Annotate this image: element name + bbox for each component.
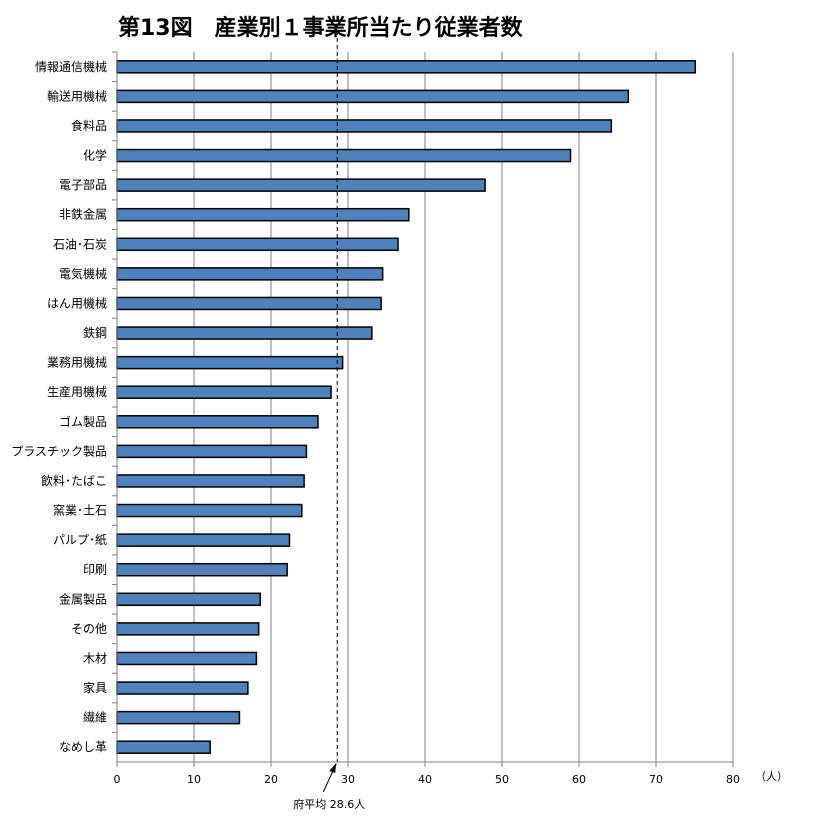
category-label: 業務用機械 — [47, 355, 107, 370]
bar — [116, 60, 697, 74]
x-tick-label: 20 — [264, 773, 278, 786]
category-label: プラスチック製品 — [11, 444, 107, 458]
bar — [116, 326, 373, 340]
category-label: 電子部品 — [59, 177, 107, 192]
bar — [116, 237, 399, 252]
average-label: 府平均 28.6人 — [293, 797, 365, 811]
category-labels: 情報通信機械輸送用機械食料品化学電子部品非鉄金属石油･石炭電気機械はん用機械鉄鋼… — [11, 59, 107, 754]
category-label: なめし革 — [59, 740, 107, 754]
category-label: 生産用機械 — [47, 384, 107, 399]
bar — [116, 148, 572, 163]
bar — [116, 710, 241, 725]
x-unit-label: （人） — [755, 770, 788, 783]
category-label: はん用機械 — [47, 295, 107, 310]
bar — [116, 444, 308, 459]
category-label: 窯業･土石 — [53, 503, 107, 518]
x-tick-label: 80 — [726, 773, 740, 786]
bar — [116, 681, 249, 695]
x-tick-label: 60 — [572, 773, 586, 786]
bars — [116, 60, 697, 754]
average-marker: 府平均 28.6人 — [293, 24, 365, 811]
grid-lines — [193, 52, 734, 762]
bar — [116, 296, 382, 311]
category-label: 石油･石炭 — [53, 237, 107, 251]
category-label: その他 — [71, 622, 107, 636]
x-tick-label: 10 — [187, 773, 201, 786]
x-tick-label: 40 — [418, 773, 432, 786]
category-label: 家具 — [83, 680, 107, 695]
bar — [116, 355, 344, 370]
category-label: 鉄鋼 — [83, 325, 107, 340]
category-label: 印刷 — [83, 563, 107, 577]
bar — [116, 207, 410, 222]
bar — [116, 385, 332, 399]
average-arrow-head — [329, 763, 337, 773]
category-label: 飲料･たばこ — [41, 473, 107, 488]
bar — [116, 89, 630, 104]
category-label: 電気機械 — [59, 266, 107, 281]
bar — [116, 622, 260, 636]
bar — [116, 503, 303, 518]
x-tick-label: 30 — [341, 773, 355, 786]
x-tick-label: 70 — [649, 773, 663, 786]
bar — [116, 592, 261, 607]
bar — [116, 740, 211, 754]
bar — [116, 415, 319, 429]
bar — [116, 562, 288, 577]
category-label: 非鉄金属 — [59, 207, 107, 222]
x-tick-label: 0 — [114, 773, 121, 786]
bar — [116, 267, 384, 281]
bar — [116, 119, 613, 133]
category-label: 木材 — [83, 651, 107, 665]
category-label: 情報通信機械 — [35, 59, 107, 74]
bar — [116, 651, 258, 666]
bar — [116, 533, 291, 547]
bar — [116, 474, 305, 488]
tick-labels: 0 10 20 30 40 50 60 70 80 （人） — [114, 770, 789, 786]
category-label: 化学 — [83, 148, 107, 163]
category-label: 繊維 — [83, 711, 107, 725]
category-label: ゴム製品 — [59, 414, 107, 429]
axes — [112, 51, 734, 767]
category-label: 金属製品 — [59, 591, 107, 606]
bar — [116, 178, 486, 192]
chart-title: 第13図 産業別１事業所当たり従業者数 — [118, 16, 523, 41]
category-label: 輸送用機械 — [47, 88, 107, 103]
category-label: 食料品 — [71, 118, 107, 133]
category-label: パルプ･紙 — [53, 532, 107, 547]
x-tick-label: 50 — [495, 773, 509, 786]
